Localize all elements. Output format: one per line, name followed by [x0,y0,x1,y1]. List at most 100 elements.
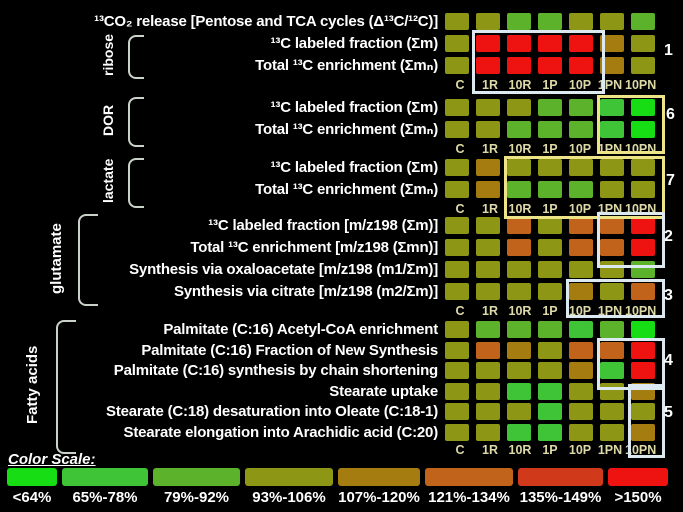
heatmap-cell-10R [507,261,531,278]
heatmap-cell-10PN [631,283,655,300]
row-label: ¹³CO₂ release [Pentose and TCA cycles (Δ… [94,13,438,30]
heatmap-cell-10PN [631,239,655,256]
highlight-box-2 [597,212,665,268]
heatmap-cell-1PN [600,159,624,176]
column-label-C: C [455,202,465,216]
heatmap-cell-10R [507,13,531,30]
highlight-box-6 [597,95,665,154]
heatmap-cell-10PN [631,13,655,30]
box-number-2: 2 [664,228,673,245]
column-labels: C 1R 10R 1P 10P 1PN 10PN [445,443,656,457]
heatmap-row: ¹³C labeled fraction (Σm) [0,99,655,116]
heatmap-row-cells [445,159,655,176]
heatmap-row-cells [445,13,655,30]
heatmap-cell-1PN [600,321,624,338]
column-label-10R: 10R [508,443,532,457]
heatmap-cell-C [445,341,469,359]
box-number-6: 6 [666,106,675,123]
heatmap-cell-1R [476,217,500,234]
heatmap-cell-1PN [600,362,624,379]
column-label-1PN: 1PN [597,304,623,318]
heatmap-cell-10P [569,57,593,74]
group-label-fatty-acids: Fatty acids [24,345,41,425]
column-label-1P: 1P [542,78,558,92]
legend-label: 121%-134% [428,489,510,506]
legend-label: 93%-106% [252,489,326,506]
heatmap-row-cells [445,403,655,420]
heatmap-cell-10R [507,382,531,400]
column-label-C: C [455,443,465,457]
heatmap-cell-10P [569,283,593,300]
heatmap-cell-C [445,13,469,30]
color-scale-title: Color Scale: [8,451,96,468]
heatmap-cell-C [445,423,469,441]
heatmap-cell-1R [476,35,500,52]
heatmap-cell-10PN [631,362,655,379]
section-ribose: ¹³C labeled fraction (Σm) Total ¹³C enric… [0,35,656,92]
heatmap-cell-10R [507,341,531,359]
heatmap-cell-1R [476,283,500,300]
heatmap-cell-1PN [600,121,624,138]
heatmap-cell-1PN [600,382,624,400]
legend-label: 65%-78% [72,489,138,506]
heatmap-cell-1PN [600,341,624,359]
highlight-box-1 [472,30,605,94]
heatmap-cell-10R [507,239,531,256]
legend-label: >150% [614,489,662,506]
heatmap-cell-1P [538,261,562,278]
box-number-1: 1 [664,42,673,59]
heatmap-cell-10R [507,423,531,441]
legend-bin: <64% [7,468,57,506]
heatmap-row-cells [445,423,655,441]
heatmap-cell-1PN [600,217,624,234]
heatmap-cell-10R [507,99,531,116]
column-label-1R: 1R [482,443,498,457]
row-label: ¹³C labeled fraction [m/z198 (Σm)] [208,217,438,234]
column-label-1R: 1R [482,142,498,156]
legend-label: 107%-120% [338,489,420,506]
legend-swatch [62,468,148,486]
section-glutamate: ¹³C labeled fraction [m/z198 (Σm)] Total … [0,217,656,318]
heatmap-cell-1PN [600,239,624,256]
column-label-10P: 10P [568,202,592,216]
row-label: Total ¹³C enrichment [m/z198 (Σmn)] [190,239,438,256]
heatmap-cell-10P [569,239,593,256]
heatmap-cell-10PN [631,57,655,74]
heatmap-cell-1P [538,321,562,338]
column-labels: C 1R 10R 1P 10P 1PN 10PN [445,304,656,318]
heatmap-cell-10P [569,341,593,359]
heatmap-row: Palmitate (C:16) Acetyl-CoA enrichment [0,321,655,338]
heatmap-row: Synthesis via citrate [m/z198 (m2/Σm)] [0,283,655,300]
heatmap-cell-1P [538,13,562,30]
heatmap-cell-10P [569,217,593,234]
column-label-1R: 1R [482,304,498,318]
row-label: Total ¹³C enrichment (Σmₙ) [255,57,438,74]
heatmap-cell-10PN [631,181,655,198]
column-label-1P: 1P [542,443,558,457]
bracket-lactate [128,158,144,208]
heatmap-cell-10PN [631,321,655,338]
column-label-1R: 1R [482,202,498,216]
column-label-C: C [455,142,465,156]
heatmap-cell-10R [507,57,531,74]
column-label-1PN: 1PN [597,443,623,457]
heatmap-cell-1P [538,35,562,52]
heatmap-cell-C [445,283,469,300]
box-number-7: 7 [666,172,675,189]
legend-swatch [245,468,333,486]
column-label-1P: 1P [542,304,558,318]
legend-bin: 65%-78% [62,468,148,506]
highlight-box-3 [566,279,665,318]
heatmap-cell-C [445,181,469,198]
heatmap-cell-C [445,239,469,256]
row-label: Palmitate (C:16) Fraction of New Synthes… [141,341,438,359]
column-label-10R: 10R [508,304,532,318]
row-label: Total ¹³C enrichment (Σmₙ) [255,121,438,138]
heatmap-cell-10P [569,181,593,198]
bracket-ribose [128,35,144,79]
heatmap-row: ¹³CO₂ release [Pentose and TCA cycles (Δ… [0,13,655,30]
section-fatty-acids: Palmitate (C:16) Acetyl-CoA enrichment Pa… [0,321,656,457]
legend-swatch [153,468,240,486]
heatmap-cell-1PN [600,423,624,441]
